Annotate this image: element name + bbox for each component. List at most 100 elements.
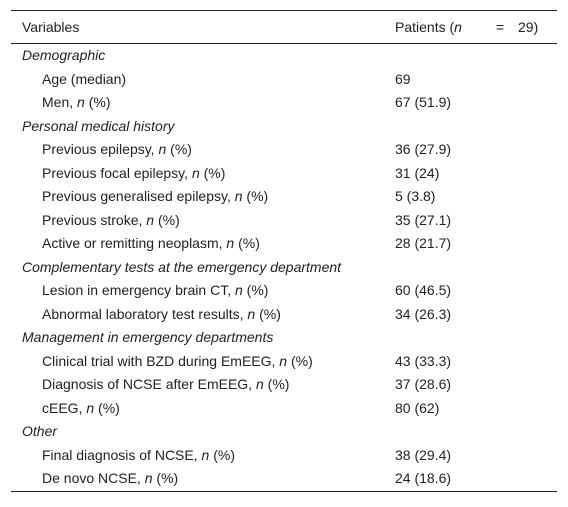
row-label: Previous focal epilepsy, n (%) [42, 162, 225, 186]
table-row: Previous generalised epilepsy, n (%) 5 (3… [11, 185, 557, 209]
header-patients: Patients (n [395, 11, 462, 43]
row-label-text: Men, [42, 94, 78, 110]
row-label-pct: (%) [84, 94, 111, 110]
row-value: 35 (27.1) [395, 211, 452, 228]
row-label-text: Previous stroke, [42, 211, 147, 228]
header-patients-n: n [454, 19, 462, 35]
row-label-pct: (%) [255, 305, 281, 322]
section-title: Personal medical history [22, 117, 175, 134]
row-label: Previous stroke, n (%) [42, 209, 180, 233]
row-label-n: n [235, 282, 243, 298]
row-label-text: Abnormal laboratory test results, [42, 305, 248, 322]
header-variables: Variables [22, 19, 80, 35]
row-label-pct: (%) [287, 352, 313, 369]
row-label-pct: (%) [199, 164, 226, 181]
row-label-n: n [86, 399, 95, 416]
row-label-n: n [226, 235, 235, 251]
row-value: 43 (33.3) [395, 352, 452, 369]
row-label-pct: (%) [154, 211, 180, 228]
row-label: Lesion in emergency brain CT, n (%) [42, 279, 268, 303]
row-label-n: n [234, 188, 243, 204]
section-header-row: Other [11, 420, 557, 444]
header-row: Variables Patients (n = 29) [11, 11, 557, 43]
header-rule [11, 43, 557, 44]
row-label-n: n [247, 305, 256, 322]
row-value: 60 (46.5) [395, 282, 452, 298]
table-body: Demographic Age (median) 69 Men, n (%) 67 (5… [11, 44, 557, 491]
data-table: Variables Patients (n = 29) Demographic A… [11, 10, 557, 492]
table-row: Previous stroke, n (%) 35 (27.1) [11, 209, 557, 233]
header-count: 29) [518, 19, 539, 35]
row-label-pct: (%) [94, 399, 120, 416]
row-label-pct: (%) [234, 235, 260, 251]
table-row: Active or remitting neoplasm, n (%) 28 (2… [11, 232, 557, 256]
table-row: Men, n (%) 67 (51.9) [11, 91, 557, 115]
row-value: 34 (26.3) [395, 305, 452, 322]
section-header-row: Complementary tests at the emergency dep… [11, 256, 557, 280]
table-row: Previous focal epilepsy, n (%) 31 (24) [11, 162, 557, 186]
row-value: 31 (24) [395, 164, 440, 181]
row-label: cEEG, n (%) [42, 397, 120, 421]
row-value: 69 [395, 70, 411, 87]
row-label-pct: (%) [263, 376, 290, 392]
row-label: Previous generalised epilepsy, n (%) [42, 185, 268, 209]
row-label-text: Age (median) [42, 70, 127, 87]
row-value: 5 (3.8) [395, 188, 436, 204]
row-label: Clinical trial with BZD during EmEEG, n … [42, 350, 313, 374]
row-label: Previous epilepsy, n (%) [42, 138, 192, 162]
row-label-pct: (%) [152, 470, 179, 486]
row-value: 80 (62) [395, 399, 440, 416]
row-label-text: Diagnosis of NCSE after EmEEG, [42, 376, 256, 392]
row-label-pct: (%) [166, 141, 192, 157]
row-value: 36 (27.9) [395, 141, 452, 157]
section-title: Other [22, 423, 58, 439]
row-label-text: Clinical trial with BZD during EmEEG, [42, 352, 280, 369]
row-label-text: Previous epilepsy, [42, 141, 159, 157]
row-label-n: n [279, 352, 288, 369]
table-row: Abnormal laboratory test results, n (%) 3… [11, 303, 557, 327]
row-value: 67 (51.9) [395, 94, 452, 110]
row-label-text: Active or remitting neoplasm, [42, 235, 227, 251]
section-title: Demographic [22, 47, 106, 63]
bottom-rule [11, 490, 557, 492]
table-row: De novo NCSE, n (%) 24 (18.6) [11, 467, 557, 491]
row-label-text: cEEG, [42, 399, 87, 416]
row-label: Final diagnosis of NCSE, n (%) [42, 444, 235, 468]
row-label: Men, n (%) [42, 91, 110, 115]
row-label-n: n [191, 164, 200, 181]
table-row: Diagnosis of NCSE after EmEEG, n (%) 37 (… [11, 373, 557, 397]
top-rule [11, 10, 557, 11]
table-row: Lesion in emergency brain CT, n (%) 60 (4… [11, 279, 557, 303]
section-title: Complementary tests at the emergency dep… [22, 258, 342, 275]
section-header-row: Personal medical history [11, 115, 557, 139]
row-label: Active or remitting neoplasm, n (%) [42, 232, 260, 256]
table-row: cEEG, n (%) 80 (62) [11, 397, 557, 421]
table-row: Final diagnosis of NCSE, n (%) 38 (29.4) [11, 444, 557, 468]
row-label-n: n [146, 211, 155, 228]
row-label-text: Previous focal epilepsy, [42, 164, 192, 181]
header-patients-prefix: Patients ( [395, 19, 455, 35]
row-label-text: Final diagnosis of NCSE, [42, 446, 202, 463]
row-label: Age (median) [42, 68, 126, 92]
row-label-n: n [144, 470, 153, 486]
row-label: De novo NCSE, n (%) [42, 467, 178, 491]
row-value: 37 (28.6) [395, 376, 452, 392]
row-label-text: De novo NCSE, [42, 470, 145, 486]
row-label-n: n [255, 376, 264, 392]
section-title: Management in emergency departments [22, 329, 274, 345]
row-label-n: n [201, 446, 210, 463]
table-row: Previous epilepsy, n (%) 36 (27.9) [11, 138, 557, 162]
row-value: 24 (18.6) [395, 470, 452, 486]
row-label-text: Previous generalised epilepsy, [42, 188, 235, 204]
row-label-text: Lesion in emergency brain CT, [42, 282, 235, 298]
row-label-n: n [158, 141, 167, 157]
row-label-pct: (%) [242, 282, 269, 298]
section-header-row: Management in emergency departments [11, 326, 557, 350]
row-value: 38 (29.4) [395, 446, 452, 463]
table-row: Clinical trial with BZD during EmEEG, n … [11, 350, 557, 374]
header-equals: = [496, 19, 505, 35]
row-label: Diagnosis of NCSE after EmEEG, n (%) [42, 373, 289, 397]
section-header-row: Demographic [11, 44, 557, 68]
row-label: Abnormal laboratory test results, n (%) [42, 303, 281, 327]
table-row: Age (median) 69 [11, 68, 557, 92]
